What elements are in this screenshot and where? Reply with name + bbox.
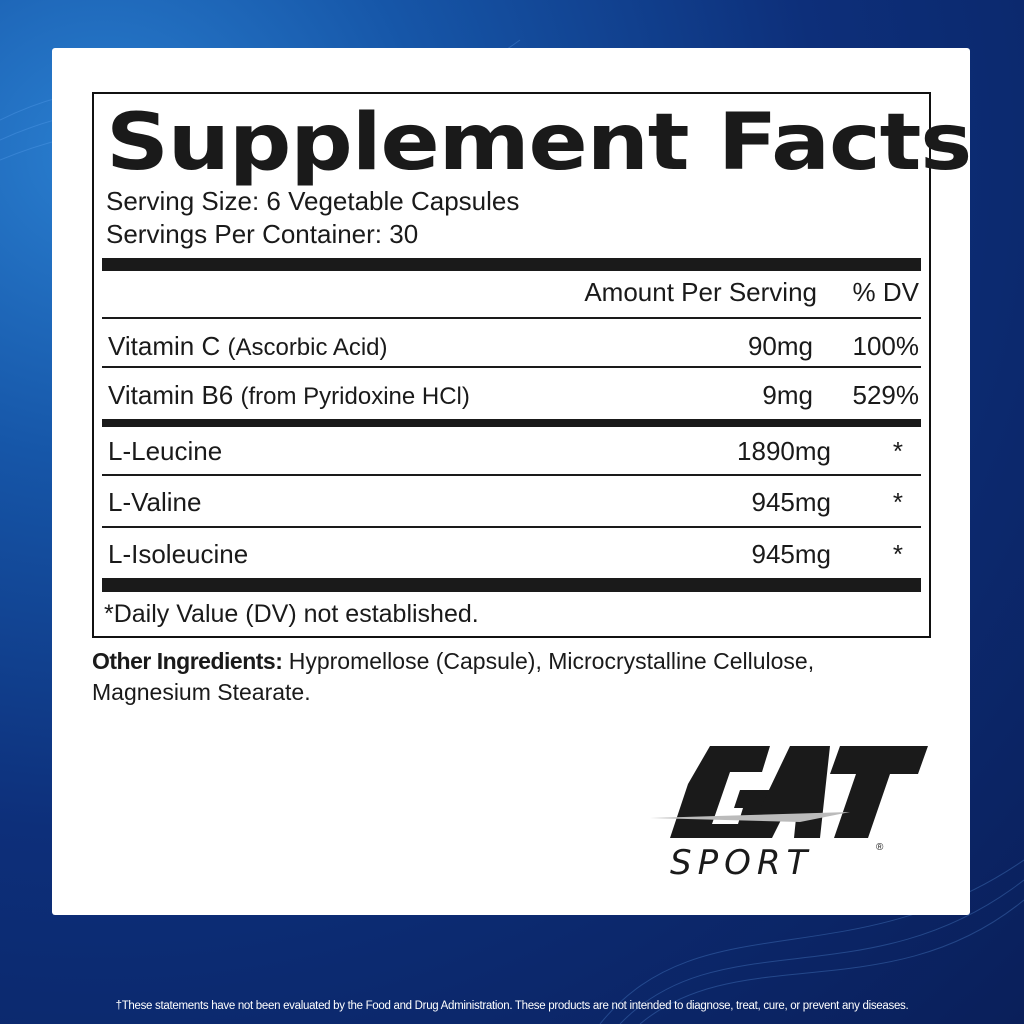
nutrient-amount: 945mg <box>751 487 832 517</box>
gat-sport-logo: SPORT ® <box>650 746 928 883</box>
divider <box>102 366 921 368</box>
nutrient-row: Vitamin C (Ascorbic Acid) <box>108 331 388 361</box>
dv-header: % DV <box>852 277 919 307</box>
other-ingredients-text: Hypromellose (Capsule), Microcrystalline… <box>92 648 815 705</box>
nutrient-dv: 529% <box>852 380 920 410</box>
svg-text:®: ® <box>876 842 884 853</box>
panel-title: Supplement Facts <box>106 98 972 188</box>
nutrient-dv: * <box>892 539 903 569</box>
nutrient-name: L-Valine <box>108 487 202 517</box>
other-ingredients-label: Other Ingredients: <box>92 648 283 674</box>
dv-footnote: *Daily Value (DV) not established. <box>104 600 479 628</box>
nutrient-amount: 1890mg <box>737 436 831 466</box>
servings-per-container: Servings Per Container: 30 <box>106 219 419 249</box>
nutrient-dv: * <box>892 487 903 517</box>
logo-sport-text: SPORT <box>670 843 813 883</box>
amount-header: Amount Per Serving <box>584 277 817 307</box>
divider <box>102 317 921 319</box>
nutrient-amount: 9mg <box>762 380 813 410</box>
divider-thick <box>102 578 921 592</box>
supplement-facts-panel: Supplement Facts Serving Size: 6 Vegetab… <box>92 92 972 638</box>
divider-medium <box>102 419 921 427</box>
fda-disclaimer: †These statements have not been evaluate… <box>115 1000 909 1012</box>
serving-size: Serving Size: 6 Vegetable Capsules <box>106 186 520 216</box>
other-ingredients: Other Ingredients: Hypromellose (Capsule… <box>92 646 892 708</box>
nutrient-amount: 945mg <box>751 539 832 569</box>
divider <box>102 526 921 528</box>
nutrient-dv: 100% <box>852 331 920 361</box>
nutrient-dv: * <box>892 436 903 466</box>
nutrient-row: Vitamin B6 (from Pyridoxine HCl) <box>108 380 470 410</box>
supplement-card: Supplement Facts Serving Size: 6 Vegetab… <box>52 48 972 915</box>
divider-thick <box>102 258 921 271</box>
divider <box>102 474 921 476</box>
nutrient-name: L-Isoleucine <box>108 539 249 569</box>
nutrient-name: L-Leucine <box>108 436 223 466</box>
nutrient-amount: 90mg <box>747 331 813 361</box>
